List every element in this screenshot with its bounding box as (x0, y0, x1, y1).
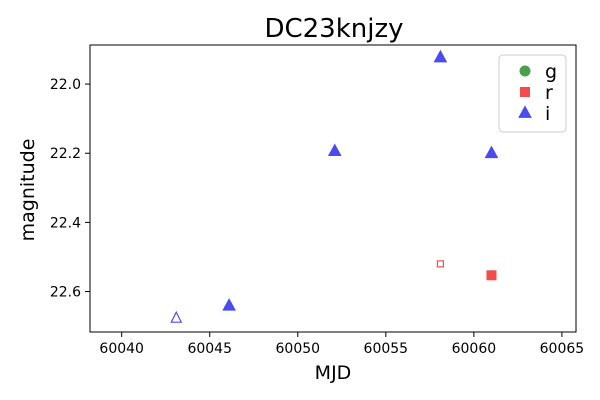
x-tick-label: 60060 (452, 341, 497, 357)
x-axis-label: MJD (315, 362, 352, 384)
data-point-i (327, 143, 342, 157)
x-tick-label: 60040 (99, 341, 144, 357)
legend-marker-i (518, 105, 532, 118)
legend-box (498, 54, 567, 133)
data-point-i (170, 310, 183, 323)
x-tick-label: 60055 (364, 341, 409, 357)
legend-marker-g (519, 65, 531, 77)
plot-frame (89, 44, 577, 333)
data-point-i (222, 298, 236, 311)
data-point-r (486, 270, 497, 281)
data-point-r (436, 260, 445, 268)
y-tick-label: 22.6 (50, 285, 81, 301)
x-tick-label: 60065 (540, 341, 585, 357)
x-tick-label: 60045 (187, 341, 232, 357)
legend-label-r: r (545, 82, 553, 104)
y-tick-label: 22.4 (50, 215, 81, 231)
data-point-i (433, 49, 448, 63)
legend-marker-r (520, 87, 530, 97)
y-axis-label: magnitude (17, 139, 39, 242)
plot-area: 60040 60045 60050 60055 60060 60065 22.0 22.2 22… (50, 44, 585, 357)
y-tick-label: 22.2 (50, 146, 81, 162)
legend-label-i: i (545, 103, 550, 125)
legend: gri (498, 54, 567, 133)
chart-title: DC23knjzy (264, 14, 403, 44)
x-tick-label: 60050 (276, 341, 321, 357)
legend-label-g: g (545, 61, 557, 83)
y-tick-label: 22.0 (50, 77, 81, 93)
data-point-i (484, 145, 499, 159)
